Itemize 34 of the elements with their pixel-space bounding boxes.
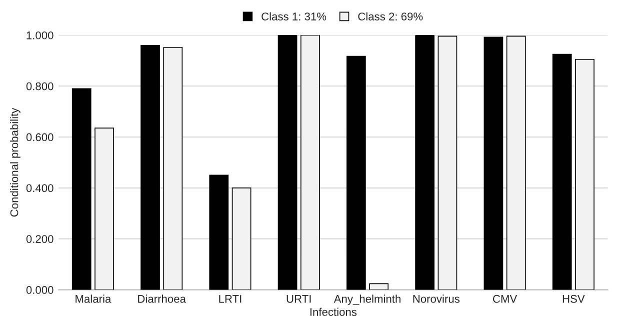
bar (484, 36, 504, 290)
bar (232, 188, 252, 290)
x-tick-label: Norovirus (413, 294, 460, 303)
x-tick-label: Malaria (76, 294, 112, 303)
bar (506, 36, 526, 290)
y-axis-title: Conditional probability (10, 108, 20, 217)
x-tick-label: LRTI (219, 295, 242, 303)
x-axis-title: Infections (310, 308, 357, 316)
bar (415, 35, 435, 290)
bar (278, 35, 298, 290)
bar (369, 283, 389, 290)
x-tick-label: HSV (562, 294, 585, 303)
y-tick-label: 0.600 (26, 133, 54, 142)
x-tick-label: CMV (493, 294, 518, 303)
bar (346, 56, 366, 290)
y-tick-label: 0.200 (26, 235, 54, 243)
y-tick-label: 0.000 (26, 286, 54, 294)
bar (163, 46, 183, 290)
x-tick-label: Diarrhoea (138, 294, 186, 303)
y-tick-label: 0.800 (26, 82, 54, 90)
x-tick-label: Any_helminth (334, 294, 400, 305)
bar (209, 174, 229, 290)
bar (575, 58, 594, 290)
bar (438, 36, 458, 290)
bar (300, 35, 320, 290)
bar (552, 54, 572, 290)
bar (140, 44, 160, 290)
bar (94, 128, 114, 290)
y-tick-label: 1.000 (26, 31, 54, 40)
legend-label: Class 1: 31% (262, 12, 326, 20)
x-tick-label: URTI (286, 295, 311, 303)
y-tick-label: 0.400 (26, 184, 54, 192)
legend-label: Class 2: 69% (358, 12, 423, 20)
bar (72, 88, 92, 290)
